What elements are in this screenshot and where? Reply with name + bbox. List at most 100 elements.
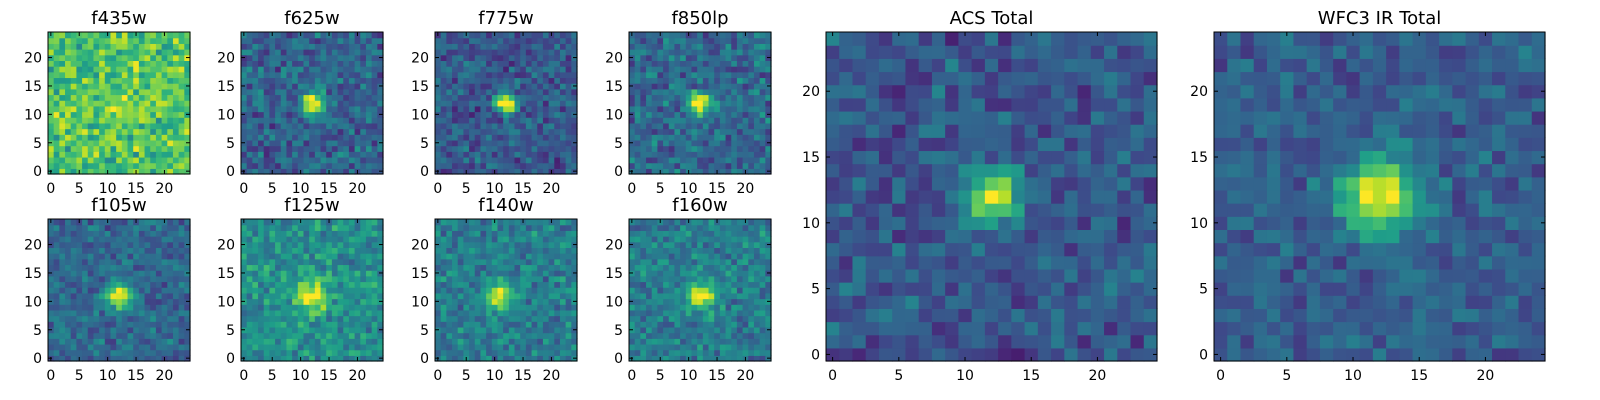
- heatmap-cell: [99, 111, 106, 118]
- heatmap-cell: [742, 304, 749, 311]
- heatmap-cell: [525, 111, 533, 118]
- heatmap-cell: [629, 309, 636, 317]
- heatmap-cell: [446, 264, 453, 271]
- heatmap-cell: [70, 37, 77, 44]
- heatmap-cell: [70, 32, 77, 39]
- heatmap-cell: [70, 224, 77, 231]
- heatmap-cell: [348, 54, 356, 61]
- heatmap-cell: [508, 94, 516, 101]
- heatmap-cell: [680, 309, 687, 317]
- heatmap-cell: [452, 343, 459, 351]
- heatmap-cell: [525, 326, 533, 334]
- heatmap-cell: [286, 139, 293, 147]
- heatmap-cell: [668, 168, 676, 175]
- heatmap-cell: [514, 343, 521, 351]
- heatmap-cell: [742, 88, 749, 96]
- heatmap-cell: [70, 156, 77, 164]
- heatmap-cell: [263, 281, 270, 288]
- heatmap-cell: [82, 60, 89, 67]
- heatmap-cell: [497, 117, 504, 124]
- heatmap-cell: [753, 37, 761, 44]
- heatmap-cell: [184, 88, 191, 96]
- heatmap-cell: [531, 83, 538, 90]
- heatmap-cell: [167, 281, 174, 288]
- heatmap-cell: [348, 349, 356, 356]
- heatmap-cell: [542, 100, 550, 107]
- heatmap-cell: [82, 145, 89, 152]
- heatmap-cell: [53, 349, 60, 356]
- heatmap-cell: [548, 117, 555, 124]
- heatmap-cell: [150, 54, 157, 61]
- heatmap-cell: [263, 88, 270, 96]
- heatmap-cell: [70, 343, 77, 351]
- heatmap-cell: [121, 122, 129, 130]
- heatmap-cell: [59, 60, 66, 67]
- heatmap-cell: [520, 309, 527, 317]
- heatmap-cell: [480, 156, 487, 164]
- heatmap-cell: [765, 88, 772, 96]
- heatmap-cell: [110, 168, 117, 175]
- heatmap-cell: [657, 321, 664, 328]
- heatmap-cell: [491, 105, 499, 113]
- heatmap-cell: [104, 151, 112, 158]
- heatmap-cell: [167, 270, 174, 277]
- heatmap-cell: [702, 60, 710, 67]
- heatmap-cell: [48, 49, 55, 56]
- heatmap-cell: [663, 54, 670, 61]
- heatmap-cell: [702, 105, 710, 113]
- heatmap-cell: [525, 139, 533, 147]
- heatmap-cell: [360, 37, 367, 44]
- heatmap-cell: [697, 156, 704, 164]
- heatmap-cell: [708, 309, 715, 317]
- heatmap-cell: [663, 32, 670, 39]
- heatmap-cell: [297, 224, 305, 231]
- heatmap-cell: [161, 117, 168, 124]
- heatmap-cell: [87, 287, 95, 294]
- heatmap-cell: [365, 332, 373, 339]
- heatmap-cell: [365, 247, 373, 254]
- heatmap-cell: [116, 100, 123, 107]
- heatmap-cell: [503, 111, 510, 118]
- heatmap-cell: [99, 94, 106, 101]
- heatmap-cell: [646, 287, 653, 294]
- heatmap-cell: [640, 162, 647, 169]
- heatmap-cell: [87, 270, 95, 277]
- heatmap-cell: [685, 122, 693, 130]
- heatmap-cell: [542, 287, 550, 294]
- heatmap-cell: [320, 83, 327, 90]
- heatmap-cell: [708, 355, 715, 362]
- heatmap-cell: [554, 37, 561, 44]
- heatmap-cell: [753, 281, 761, 288]
- heatmap-cell: [320, 94, 327, 101]
- heatmap-cell: [150, 230, 157, 237]
- heatmap-cell: [731, 343, 738, 351]
- heatmap-cell: [320, 236, 327, 243]
- heatmap-cell: [731, 281, 738, 288]
- heatmap-cell: [172, 122, 180, 130]
- heatmap-cell: [503, 60, 510, 67]
- heatmap-cell: [559, 60, 567, 67]
- heatmap-cell: [486, 270, 493, 277]
- heatmap-cell: [371, 247, 378, 254]
- heatmap-cell: [525, 156, 533, 164]
- heatmap-cell: [457, 315, 464, 322]
- heatmap-cell: [571, 88, 578, 96]
- heatmap-cell: [99, 54, 106, 61]
- heatmap-cell: [263, 219, 270, 226]
- heatmap-cell: [646, 105, 653, 113]
- heatmap-cell: [263, 236, 270, 243]
- heatmap-cell: [497, 270, 504, 277]
- heatmap-cell: [759, 66, 766, 73]
- heatmap-cell: [53, 162, 60, 169]
- heatmap-cell: [559, 66, 567, 73]
- heatmap-cell: [127, 275, 134, 283]
- heatmap-cell: [354, 298, 361, 305]
- heatmap-cell: [486, 253, 493, 260]
- heatmap-cell: [651, 139, 658, 147]
- heatmap-cell: [646, 275, 653, 283]
- heatmap-cell: [480, 168, 487, 175]
- heatmap-cell: [708, 287, 715, 294]
- heatmap-cell: [59, 321, 66, 328]
- heatmap-cell: [497, 224, 504, 231]
- heatmap-cell: [269, 304, 276, 311]
